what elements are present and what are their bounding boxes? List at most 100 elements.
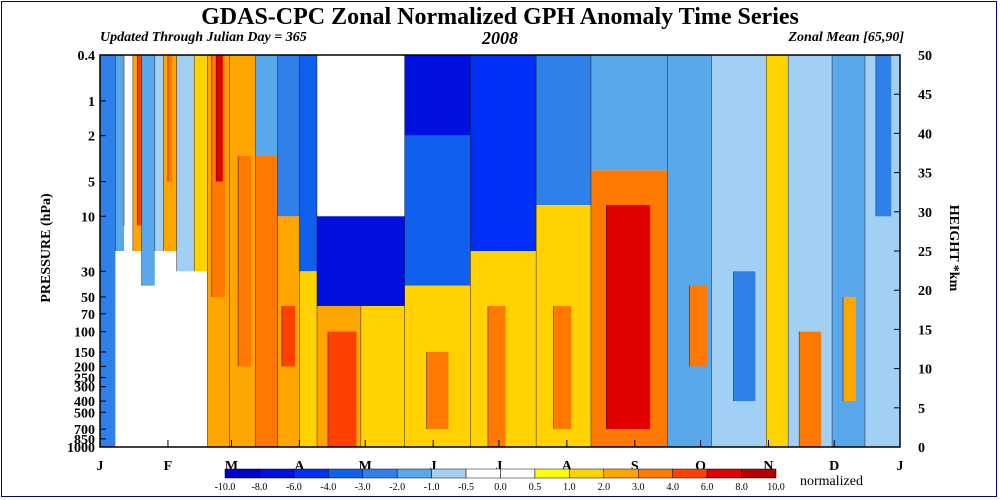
heatmap-cell (487, 306, 506, 447)
colorbar-swatch (224, 468, 260, 479)
pressure-tick-label: 1000 (67, 441, 95, 456)
colorbar-tick-label: -1.0 (424, 482, 440, 493)
heatmap-cell (299, 271, 317, 447)
heatmap-cell (590, 55, 668, 171)
colorbar-swatch (396, 468, 432, 479)
colorbar-swatch (672, 468, 708, 479)
pressure-tick-label: 2 (88, 130, 95, 145)
colorbar: -10.0 -8.0 -6.0 -4.0 -3.0 -2.0 -1.0 -0.5 0.0 0.5 1… (215, 468, 785, 493)
month-tick-label: A (562, 459, 573, 474)
height-tick-label: 45 (918, 88, 932, 103)
colorbar-tick-label: -2.0 (389, 482, 405, 493)
pressure-tick-label: 10 (81, 210, 95, 225)
update-info-label: Updated Through Julian Day = 365 (100, 30, 307, 45)
heatmap-cell (316, 55, 405, 217)
pressure-tick-label: 700 (74, 423, 95, 438)
colorbar-swatch (465, 468, 501, 479)
colorbar-tick-label: 0.5 (529, 482, 542, 493)
month-tick-label: D (829, 459, 839, 474)
year-label: 2008 (482, 28, 518, 48)
heatmap-cell (689, 285, 708, 367)
heatmap-cell (115, 55, 125, 251)
pressure-tick-label: 400 (74, 395, 95, 410)
heatmap-cell (875, 55, 892, 217)
heatmap-cell (327, 331, 357, 447)
heatmap-cell (553, 306, 572, 430)
heatmap-cell (176, 55, 195, 272)
heatmap-cell (667, 55, 712, 447)
month-tick-label: J (430, 459, 437, 474)
heatmap-cell (799, 331, 822, 447)
pressure-tick-label: 70 (81, 308, 95, 323)
colorbar-tick-label: 6.0 (701, 482, 714, 493)
heatmap-cell (360, 306, 405, 447)
month-tick-label: F (164, 459, 173, 474)
colorbar-tick-label: 8.0 (735, 482, 748, 493)
height-tick-label: 30 (918, 206, 932, 221)
colorbar-swatch (741, 468, 777, 479)
heatmap-cell (404, 55, 471, 136)
heatmap-cell (606, 205, 651, 430)
colorbar-tick-label: 3.0 (632, 482, 645, 493)
height-tick-label: 10 (918, 363, 932, 378)
colorbar-swatch (569, 468, 605, 479)
heatmap-cell (141, 55, 155, 286)
pressure-tick-label: 50 (81, 291, 95, 306)
heatmap-cell (536, 55, 591, 206)
height-tick-label: 50 (918, 49, 932, 64)
height-tick-label: 25 (918, 245, 932, 260)
colorbar-swatch (259, 468, 295, 479)
heatmap-cell (100, 55, 116, 447)
month-tick-label: J (97, 459, 104, 474)
colorbar-swatch (638, 468, 673, 479)
heatmap-cell (194, 55, 208, 272)
colorbar-swatch (328, 468, 363, 479)
colorbar-tick-label: 1.0 (563, 482, 576, 493)
pressure-tick-label: 1 (88, 95, 95, 110)
zonal-mean-label: Zonal Mean [65,90] (788, 30, 905, 45)
month-tick-label: N (763, 459, 773, 474)
height-tick-label: 40 (918, 127, 932, 142)
height-axis-title: HEIGHT *km (946, 205, 961, 292)
pressure-tick-label: 500 (74, 406, 95, 421)
heatmap-cell (277, 55, 300, 217)
pressure-tick-label: 250 (74, 372, 95, 387)
colorbar-tick-label: 4.0 (666, 482, 679, 493)
heatmap-cell (137, 55, 142, 226)
pressure-axis-title: PRESSURE (hPa) (39, 193, 54, 303)
heatmap-cell (167, 55, 173, 182)
height-tick-label: 15 (918, 323, 932, 338)
month-tick-label: O (695, 459, 706, 474)
pressure-tick-label: 5 (88, 176, 95, 191)
pressure-tick-label: 100 (74, 326, 95, 341)
month-tick-label: S (631, 459, 639, 474)
pressure-tick-label: 150 (74, 346, 95, 361)
month-tick-label: J (897, 459, 904, 474)
colorbar-swatch (500, 468, 536, 479)
colorbar-swatch (362, 468, 398, 479)
colorbar-tick-label: 2.0 (598, 482, 611, 493)
heatmap-cell (216, 55, 223, 182)
chart-title: GDAS-CPC Zonal Normalized GPH Anomaly Ti… (201, 4, 799, 30)
colorbar-swatch (603, 468, 639, 479)
colorbar-tick-label: -6.0 (286, 482, 302, 493)
heatmap-cell (255, 55, 278, 156)
colorbar-tick-label: 0.0 (494, 482, 507, 493)
heatmap-cell (299, 55, 317, 272)
contour-lines (100, 55, 877, 447)
heatmap-cell (316, 216, 405, 307)
colorbar-unit-label: normalized (800, 474, 863, 489)
month-tick-label: A (294, 459, 305, 474)
pressure-tick-label: 300 (74, 381, 95, 396)
colorbar-swatch (534, 468, 570, 479)
colorbar-tick-label: -0.5 (458, 482, 474, 493)
colorbar-tick-label: 10.0 (767, 482, 785, 493)
height-tick-label: 35 (918, 167, 932, 182)
colorbar-tick-label: -4.0 (320, 482, 336, 493)
heatmap-cell (154, 55, 164, 251)
heatmap-cell (733, 271, 756, 402)
colorbar-tick-label: -10.0 (215, 482, 236, 493)
